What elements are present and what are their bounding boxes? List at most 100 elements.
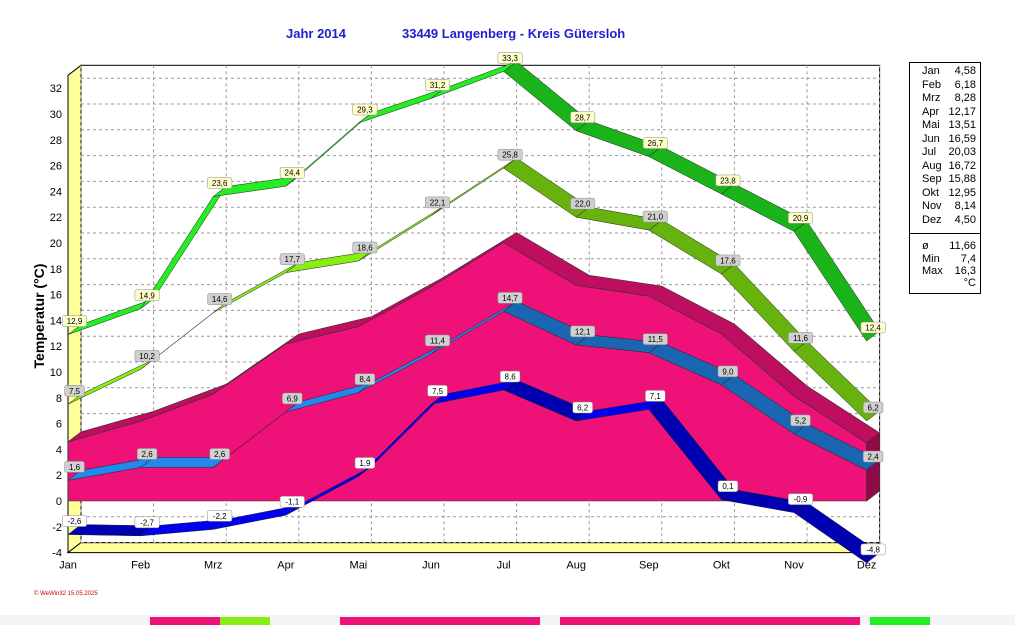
data-label: 1,6: [64, 461, 85, 473]
data-label: 7,1: [645, 390, 666, 402]
y-tick-label: 28: [50, 135, 62, 147]
svg-text:20,9: 20,9: [793, 214, 809, 223]
data-label: 23,6: [207, 177, 233, 189]
x-axis: Jan Feb Mrz Apr Mai Jun Jul Aug Sep Okt Nov Dez: [59, 560, 876, 572]
svg-text:21,0: 21,0: [648, 213, 664, 222]
svg-text:2,6: 2,6: [214, 450, 226, 459]
svg-text:17,6: 17,6: [720, 256, 736, 265]
legend-month-row: Apr 12,17: [910, 106, 980, 119]
legend-value: 8,14: [954, 200, 976, 212]
svg-text:31,2: 31,2: [430, 81, 446, 90]
legend-month-row: Dez 4,50: [910, 214, 980, 227]
legend-month-row: Feb 6,18: [910, 79, 980, 92]
legend-value: 16,59: [948, 132, 976, 145]
legend-separator: [910, 233, 980, 234]
x-tick-label: Jun: [422, 560, 440, 572]
data-label: 33,3: [497, 52, 523, 64]
svg-text:11,5: 11,5: [648, 335, 664, 344]
x-tick-label: Nov: [784, 560, 804, 572]
data-label: 2,6: [209, 448, 230, 460]
data-label: 12,4: [860, 321, 886, 334]
legend-month-row: Aug 16,72: [910, 160, 980, 173]
data-label: -1,1: [279, 495, 305, 508]
y-tick-label: 12: [50, 341, 62, 353]
legend-key: Dez: [922, 213, 942, 226]
legend-key: Okt: [922, 186, 940, 199]
legend-value: 8,28: [954, 92, 976, 104]
data-label: -2,2: [207, 510, 233, 522]
svg-text:22,0: 22,0: [575, 200, 591, 209]
legend-month-row: Okt 12,95: [910, 187, 980, 200]
x-tick-label: Sep: [639, 560, 659, 572]
svg-text:14,6: 14,6: [212, 295, 228, 304]
svg-text:-4,8: -4,8: [866, 545, 880, 554]
svg-text:12,4: 12,4: [865, 324, 881, 333]
svg-text:12,1: 12,1: [575, 327, 591, 336]
svg-text:22,1: 22,1: [430, 198, 446, 207]
data-label: 29,3: [352, 103, 378, 116]
legend-key: ø: [922, 240, 929, 252]
y-tick-label: 30: [50, 109, 62, 121]
legend-unit: °C: [910, 277, 980, 290]
legend-value: 7,4: [960, 252, 976, 265]
data-label: 11,4: [425, 334, 450, 347]
data-label: 8,6: [499, 370, 521, 383]
data-label: 11,6: [788, 332, 813, 344]
svg-text:-2,7: -2,7: [140, 518, 154, 527]
svg-text:6,9: 6,9: [287, 394, 299, 403]
svg-text:-2,2: -2,2: [213, 512, 227, 521]
svg-text:7,1: 7,1: [650, 392, 662, 401]
data-label: 6,2: [572, 401, 593, 414]
legend-unit-text: °C: [963, 277, 976, 289]
mean-max-band: [67, 157, 880, 422]
data-label: -2,7: [134, 516, 160, 529]
y-tick-label: 4: [56, 444, 62, 456]
legend-value: 4,50: [954, 213, 976, 226]
svg-text:-1,1: -1,1: [285, 498, 299, 507]
data-label: 10,2: [134, 350, 160, 362]
legend-key: Mai: [922, 119, 940, 131]
svg-text:1,6: 1,6: [69, 463, 81, 472]
svg-text:1,9: 1,9: [359, 459, 371, 468]
data-label: 7,5: [64, 385, 85, 397]
y-tick-label: -4: [52, 548, 62, 560]
legend-month-row: Jul 20,03: [910, 146, 980, 159]
legend-key: Nov: [922, 200, 942, 212]
svg-text:29,3: 29,3: [357, 106, 373, 115]
data-label: 22,0: [570, 197, 596, 210]
legend-value: 20,03: [948, 146, 976, 158]
legend-month-row: Sep 15,88: [910, 173, 980, 186]
x-tick-label: Mrz: [204, 560, 222, 572]
y-tick-label: 26: [50, 161, 62, 173]
data-label: 5,2: [790, 414, 811, 427]
legend-value: 13,51: [948, 119, 976, 131]
data-label: -4,8: [860, 543, 886, 556]
data-label: 17,6: [715, 254, 741, 267]
data-label: 12,9: [62, 315, 87, 327]
legend-key: Mrz: [922, 92, 941, 104]
y-tick-label: 32: [50, 83, 62, 95]
svg-text:23,8: 23,8: [720, 176, 736, 185]
svg-text:5,2: 5,2: [795, 416, 807, 425]
svg-text:6,2: 6,2: [868, 404, 880, 413]
legend-value: 12,95: [948, 186, 976, 199]
x-tick-label: Mai: [350, 560, 368, 572]
svg-text:24,4: 24,4: [285, 169, 301, 178]
legend-stat-row: Min 7,4: [910, 253, 980, 266]
legend-key: Min: [922, 252, 940, 265]
y-tick-label: 24: [50, 186, 62, 198]
legend-value: 15,88: [948, 173, 976, 185]
data-label: 23,8: [715, 174, 741, 187]
floor: [66, 542, 882, 554]
data-label: 28,7: [570, 111, 596, 124]
svg-text:14,7: 14,7: [502, 294, 518, 303]
chart-series: [67, 61, 881, 564]
mean-area: [67, 242, 867, 502]
y-tick-label: 6: [56, 419, 62, 431]
svg-text:2,4: 2,4: [868, 453, 880, 462]
svg-text:12,9: 12,9: [67, 317, 83, 326]
x-tick-label: Jan: [59, 560, 77, 572]
x-tick-label: Feb: [131, 560, 150, 572]
